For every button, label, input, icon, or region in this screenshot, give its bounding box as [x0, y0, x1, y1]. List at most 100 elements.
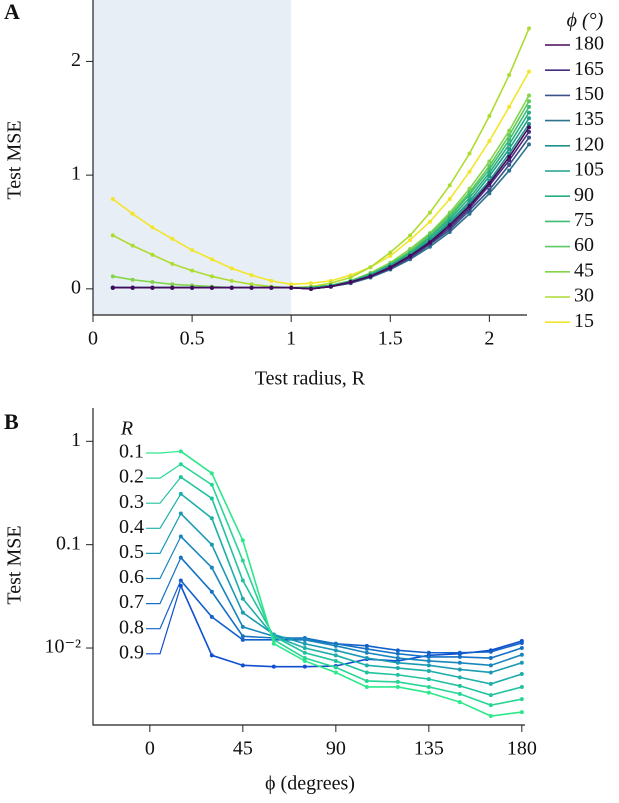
data-point [209, 589, 214, 594]
data-point [130, 243, 135, 248]
data-point [527, 110, 531, 115]
data-point [348, 280, 353, 285]
data-point [487, 181, 492, 186]
data-point [364, 656, 369, 661]
series-line [180, 535, 523, 667]
data-point [110, 274, 115, 279]
data-point [527, 135, 531, 140]
data-point [240, 637, 245, 642]
data-point [302, 650, 307, 655]
data-point [527, 116, 531, 121]
data-point [333, 670, 338, 675]
panel-letter: B [4, 409, 19, 434]
data-point [388, 253, 393, 258]
series-line [180, 476, 523, 696]
data-point [368, 265, 373, 270]
data-point [364, 646, 369, 651]
legend-leader [146, 493, 182, 529]
data-point [150, 225, 155, 230]
data-point [170, 261, 175, 266]
legend-title: ϕ (°) [567, 10, 604, 32]
data-point [426, 650, 431, 655]
data-point [488, 681, 493, 686]
data-point [488, 693, 493, 698]
data-point [519, 710, 524, 715]
data-point [487, 191, 492, 196]
data-point [240, 634, 245, 639]
data-point [507, 137, 512, 142]
legend-label: 60 [574, 234, 594, 256]
data-point [457, 650, 462, 655]
data-point [507, 142, 512, 147]
data-point [527, 93, 531, 98]
data-point [388, 250, 393, 255]
data-point [488, 703, 493, 708]
data-point [408, 237, 413, 242]
data-point [190, 248, 195, 253]
data-point [209, 565, 214, 570]
series-line [112, 71, 530, 286]
data-point [488, 713, 493, 718]
data-point [110, 197, 115, 202]
data-point [519, 646, 524, 651]
data-point [348, 275, 353, 280]
data-point [240, 538, 245, 543]
y-tick-label: 2 [71, 49, 81, 71]
data-point [170, 282, 175, 287]
data-point [426, 677, 431, 682]
data-point [302, 646, 307, 651]
data-point [507, 73, 512, 78]
data-point [364, 670, 369, 675]
x-tick-label: 180 [507, 738, 537, 760]
data-point [487, 187, 492, 192]
data-point [240, 610, 245, 615]
data-point [249, 273, 254, 278]
x-axis-title: ϕ (degrees) [265, 773, 355, 795]
legend-leader [146, 557, 182, 605]
data-point [488, 649, 493, 654]
data-point [229, 278, 234, 283]
data-point [527, 104, 531, 109]
data-point [519, 672, 524, 677]
y-tick-label: 0 [71, 276, 81, 298]
data-point [209, 496, 214, 501]
data-point [240, 558, 245, 563]
series-line [180, 450, 522, 717]
data-point [302, 664, 307, 669]
y-axis-title: Test MSE [4, 525, 26, 604]
data-point [447, 223, 452, 228]
y-tick-label: 0.1 [56, 532, 81, 554]
data-point [507, 133, 512, 138]
x-tick-label: 0 [88, 328, 98, 350]
data-point [240, 596, 245, 601]
data-point [507, 128, 512, 133]
panel-letter: A [4, 0, 20, 24]
data-point [426, 654, 431, 659]
data-point [302, 641, 307, 646]
series-line [180, 557, 523, 659]
data-point [519, 697, 524, 702]
data-point [395, 672, 400, 677]
data-point [408, 233, 413, 238]
data-point [507, 168, 512, 173]
data-point [333, 658, 338, 663]
legend-label: 75 [574, 209, 594, 231]
x-tick-label: 1.5 [378, 328, 403, 350]
legend-label: 150 [574, 83, 604, 105]
data-point [426, 690, 431, 695]
data-point [130, 211, 135, 216]
data-point [488, 663, 493, 668]
data-point [457, 667, 462, 672]
data-point [269, 285, 274, 290]
data-point [427, 210, 432, 215]
data-point [209, 285, 214, 290]
data-point [170, 236, 175, 241]
data-point [408, 253, 413, 258]
data-point [333, 648, 338, 653]
series-line [180, 512, 523, 674]
data-point [527, 69, 531, 74]
data-point [150, 285, 155, 290]
data-point [309, 286, 313, 291]
data-point [427, 219, 432, 224]
data-point [302, 658, 307, 663]
